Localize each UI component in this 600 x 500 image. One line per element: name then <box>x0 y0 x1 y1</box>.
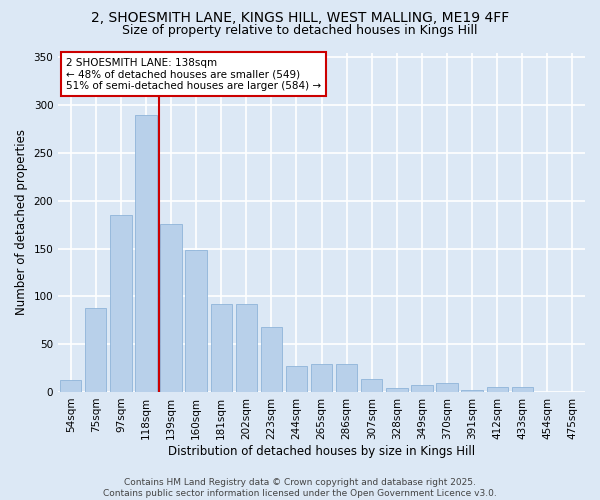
Text: 2 SHOESMITH LANE: 138sqm
← 48% of detached houses are smaller (549)
51% of semi-: 2 SHOESMITH LANE: 138sqm ← 48% of detach… <box>66 58 321 91</box>
Bar <box>160 224 182 392</box>
Bar <box>461 390 483 392</box>
Bar <box>436 384 458 392</box>
Bar <box>185 250 207 392</box>
Bar <box>60 380 82 392</box>
Bar <box>386 388 407 392</box>
Bar <box>361 378 382 392</box>
Bar <box>236 304 257 392</box>
Text: Contains HM Land Registry data © Crown copyright and database right 2025.
Contai: Contains HM Land Registry data © Crown c… <box>103 478 497 498</box>
Bar <box>286 366 307 392</box>
Bar <box>110 215 131 392</box>
Bar <box>261 327 282 392</box>
Y-axis label: Number of detached properties: Number of detached properties <box>15 129 28 315</box>
Bar <box>411 386 433 392</box>
Bar <box>512 387 533 392</box>
X-axis label: Distribution of detached houses by size in Kings Hill: Distribution of detached houses by size … <box>168 444 475 458</box>
Bar <box>311 364 332 392</box>
Bar <box>336 364 358 392</box>
Bar <box>211 304 232 392</box>
Text: 2, SHOESMITH LANE, KINGS HILL, WEST MALLING, ME19 4FF: 2, SHOESMITH LANE, KINGS HILL, WEST MALL… <box>91 12 509 26</box>
Text: Size of property relative to detached houses in Kings Hill: Size of property relative to detached ho… <box>122 24 478 37</box>
Bar <box>487 387 508 392</box>
Bar <box>85 308 106 392</box>
Bar <box>136 114 157 392</box>
